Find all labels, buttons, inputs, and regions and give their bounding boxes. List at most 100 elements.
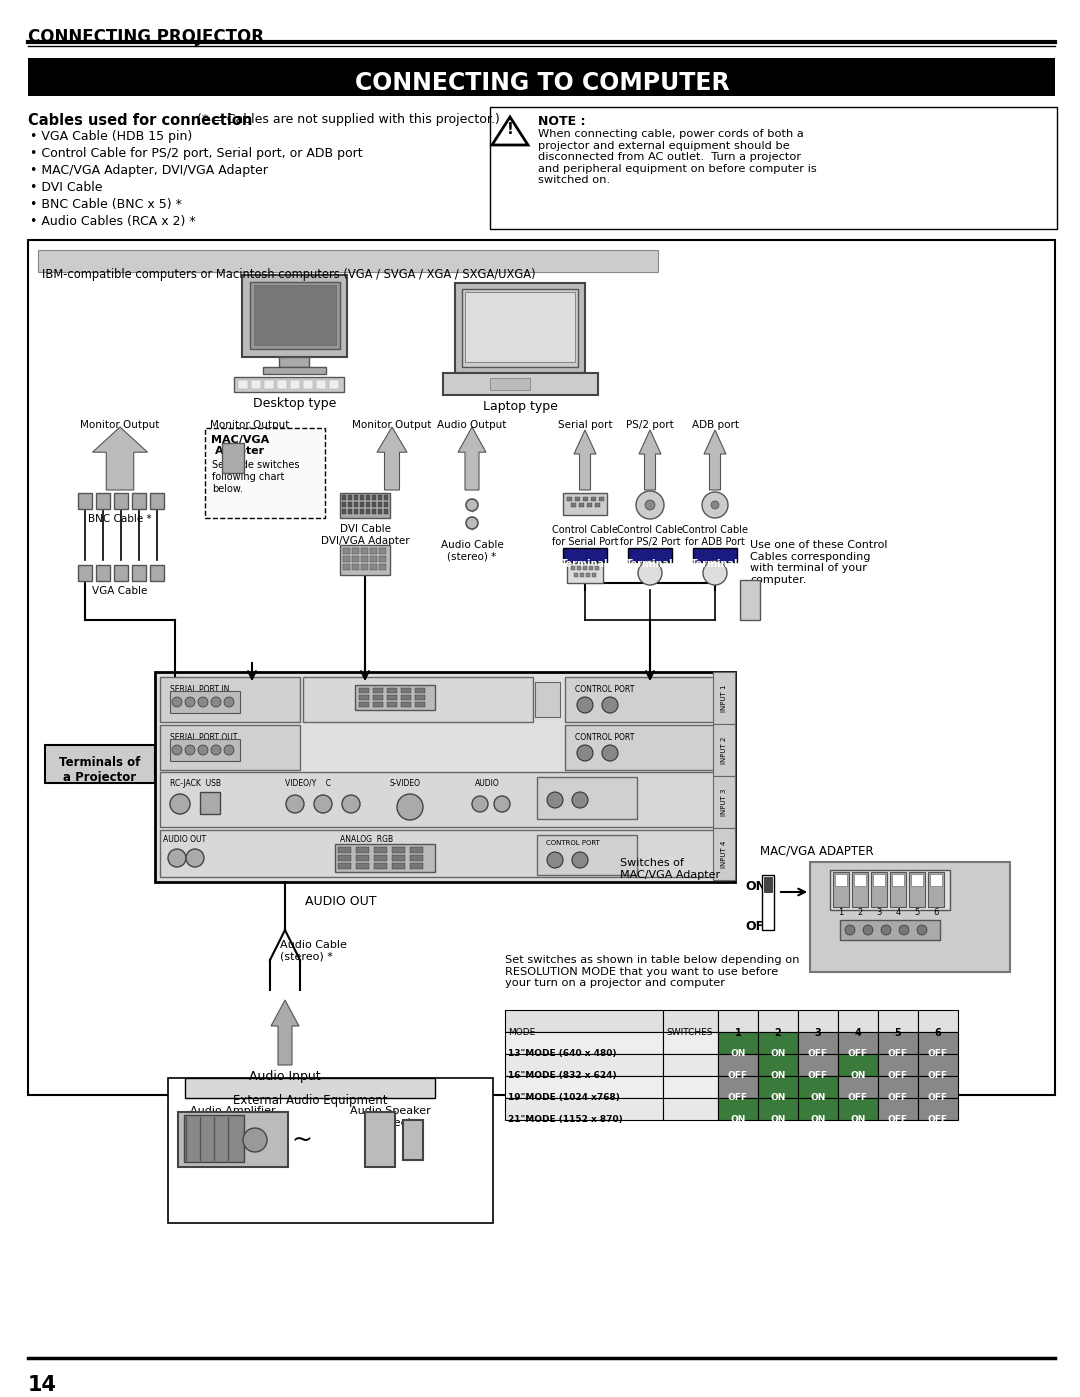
Text: 5: 5 — [894, 1028, 902, 1038]
Bar — [918, 1053, 958, 1076]
Bar — [373, 687, 383, 693]
Bar — [359, 703, 369, 707]
Circle shape — [546, 792, 563, 807]
Bar — [234, 377, 345, 393]
Text: Laptop type: Laptop type — [483, 400, 557, 414]
Bar — [401, 687, 411, 693]
Circle shape — [863, 925, 873, 935]
Bar — [360, 495, 364, 500]
Bar — [28, 59, 1055, 96]
Bar — [928, 872, 944, 907]
Circle shape — [314, 795, 332, 813]
Text: CONTROL PORT: CONTROL PORT — [576, 685, 635, 694]
Text: AUDIO OUT: AUDIO OUT — [305, 895, 377, 908]
Bar — [595, 503, 600, 507]
Bar — [384, 509, 388, 514]
Bar — [663, 1010, 718, 1032]
Text: OFF: OFF — [928, 1071, 948, 1080]
Text: Set switches as shown in table below depending on
RESOLUTION MODE that you want : Set switches as shown in table below dep… — [505, 956, 799, 988]
Text: ON: ON — [810, 1115, 826, 1125]
Bar — [567, 497, 572, 502]
Text: Audio Input: Audio Input — [249, 1070, 321, 1083]
Text: OFF: OFF — [928, 1049, 948, 1058]
Circle shape — [845, 925, 855, 935]
Bar — [361, 556, 368, 562]
Text: ON: ON — [770, 1092, 785, 1102]
Circle shape — [243, 1127, 267, 1153]
Bar — [764, 877, 772, 893]
Bar — [410, 847, 423, 854]
Text: IBM-compatible computers or Macintosh computers (VGA / SVGA / XGA / SXGA/UXGA): IBM-compatible computers or Macintosh co… — [42, 268, 536, 281]
Bar — [354, 502, 357, 507]
Bar — [370, 556, 377, 562]
Bar — [918, 1032, 958, 1053]
Text: below.: below. — [212, 483, 243, 495]
Bar — [718, 1076, 758, 1098]
Bar — [410, 855, 423, 861]
Text: Monitor Output: Monitor Output — [352, 420, 432, 430]
Text: INPUT 1: INPUT 1 — [721, 685, 727, 711]
Bar — [758, 1010, 798, 1032]
Polygon shape — [639, 430, 661, 490]
Text: Terminal: Terminal — [626, 559, 674, 569]
Polygon shape — [704, 430, 726, 490]
Circle shape — [342, 795, 360, 813]
Bar — [627, 548, 672, 562]
Bar — [276, 380, 287, 388]
Bar — [401, 694, 411, 700]
Text: OFF: OFF — [928, 1092, 948, 1102]
Bar — [78, 493, 92, 509]
Text: OFF: OFF — [728, 1071, 748, 1080]
Text: PS/2 port: PS/2 port — [626, 420, 674, 430]
Text: Use one of these Control
Cables corresponding
with terminal of your
computer.: Use one of these Control Cables correspo… — [750, 541, 888, 585]
Bar — [379, 548, 386, 555]
Bar — [713, 672, 735, 724]
Bar — [361, 548, 368, 555]
Text: Audio Cable
(stereo) *: Audio Cable (stereo) * — [280, 940, 347, 961]
Bar — [387, 694, 397, 700]
Bar — [303, 678, 534, 722]
Text: External Audio Equipment: External Audio Equipment — [233, 1094, 388, 1106]
Text: 14: 14 — [28, 1375, 57, 1396]
Bar — [878, 1032, 918, 1053]
Text: S-VIDEO: S-VIDEO — [390, 780, 421, 788]
Bar — [156, 672, 735, 882]
Bar — [378, 509, 382, 514]
Bar — [663, 1032, 718, 1053]
Text: ON: ON — [850, 1115, 866, 1125]
Circle shape — [211, 697, 221, 707]
Text: 19"MODE (1024 x768): 19"MODE (1024 x768) — [508, 1092, 620, 1102]
Text: Audio Output: Audio Output — [437, 420, 507, 430]
Text: Control Cable
for Serial Port: Control Cable for Serial Port — [552, 525, 618, 546]
Circle shape — [185, 745, 195, 754]
Bar — [718, 1098, 758, 1120]
Bar — [573, 573, 578, 577]
Bar — [343, 564, 350, 570]
Bar — [592, 573, 596, 577]
Text: INPUT 2: INPUT 2 — [721, 736, 727, 764]
Text: 6: 6 — [933, 908, 939, 916]
Circle shape — [286, 795, 303, 813]
Text: 1: 1 — [734, 1028, 741, 1038]
Bar — [718, 1010, 758, 1032]
Bar — [718, 1032, 758, 1053]
Bar — [410, 863, 423, 869]
Bar — [663, 1053, 718, 1076]
Bar — [184, 1115, 244, 1162]
Bar — [264, 380, 274, 388]
Circle shape — [602, 745, 618, 761]
Bar — [342, 509, 346, 514]
Text: • MAC/VGA Adapter, DVI/VGA Adapter: • MAC/VGA Adapter, DVI/VGA Adapter — [30, 163, 268, 177]
Bar — [374, 863, 387, 869]
Bar — [352, 556, 359, 562]
Bar — [160, 830, 730, 877]
Text: Desktop type: Desktop type — [254, 397, 337, 409]
Bar — [890, 872, 906, 907]
Circle shape — [636, 490, 664, 520]
Bar — [713, 724, 735, 775]
Bar — [693, 548, 737, 562]
Text: OFF: OFF — [808, 1049, 828, 1058]
Text: AUDIO OUT: AUDIO OUT — [163, 835, 206, 844]
Bar — [38, 250, 658, 272]
Bar — [415, 687, 426, 693]
